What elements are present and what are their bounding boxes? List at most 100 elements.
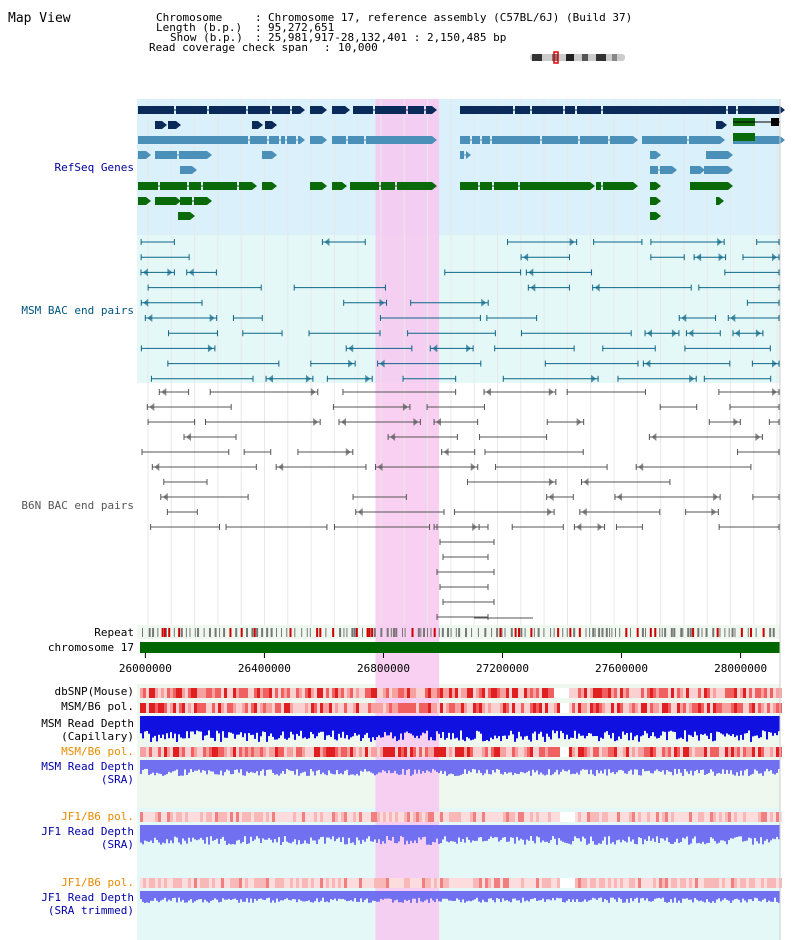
bac-end-arrow [594, 283, 600, 292]
jf1-read-depth-trim-bar [480, 891, 482, 903]
gene-exon [720, 182, 728, 190]
jf1-read-depth-sra-bar [462, 825, 464, 840]
chromosome-ideogram[interactable] [530, 51, 625, 64]
jf1-read-depth-trim-bar [462, 891, 464, 900]
jf1-read-depth-sra-bar [546, 825, 548, 842]
repeat-element [740, 628, 743, 637]
repeat-element [569, 628, 572, 637]
msm-b6-pol-2-cell [734, 747, 737, 757]
jf1-b6-pol-2-cell [275, 878, 278, 888]
msm-bac-track[interactable] [140, 238, 780, 383]
msm-read-depth-sra-bar [260, 760, 262, 772]
gene-exon [332, 106, 345, 114]
dbsnp-cell [206, 688, 209, 698]
jf1-b6-pol-cell [368, 812, 371, 822]
msm-b6-pol-cell [617, 703, 620, 713]
jf1-read-depth-trim-bar [154, 891, 156, 899]
jf1-read-depth-sra-bar [206, 825, 208, 838]
dbsnp-cell [311, 688, 314, 698]
jf1-b6-pol-2-cell [266, 878, 269, 888]
jf1-read-depth-sra-bar [180, 825, 182, 845]
jf1-b6-pol-cell [755, 812, 758, 822]
jf1-read-depth-trim-bar [490, 891, 492, 899]
msm-b6-pol-2-cell [458, 747, 461, 757]
jf1-b6-pol-2-cell [302, 878, 305, 888]
gene-exon [353, 106, 373, 114]
msm-read-depth-sra-bar [210, 760, 212, 772]
dbsnp-cell [656, 688, 659, 698]
b6n-bac-track[interactable] [141, 388, 780, 620]
repeat-element [654, 628, 657, 637]
svg-text::: : [255, 31, 262, 44]
jf1-read-depth-sra-bar [704, 825, 706, 845]
jf1-read-depth-sra-bar [766, 825, 768, 840]
bac-end-arrow [348, 344, 354, 353]
dbsnp-cell [173, 688, 176, 698]
jf1-read-depth-sra-bar [406, 825, 408, 841]
msm-read-depth-cap-bar [412, 716, 414, 736]
dbsnp-cell [698, 688, 701, 698]
repeat-element [371, 628, 374, 637]
msm-read-depth-cap-bar [682, 716, 684, 740]
jf1-b6-pol-cell [698, 812, 701, 822]
jf1-read-depth-trim-bar [258, 891, 260, 899]
msm-read-depth-cap-bar [442, 716, 444, 733]
dbsnp-cell [776, 688, 779, 698]
msm-b6-pol-cell [353, 703, 356, 713]
msm-read-depth-cap-bar [294, 716, 296, 740]
gene-exon [269, 136, 279, 144]
dbsnp-cell [140, 688, 143, 698]
msm-b6-pol-2-cell [767, 747, 770, 757]
jf1-b6-pol-cell [374, 812, 377, 822]
jf1-b6-pol-cell [773, 812, 776, 822]
msm-read-depth-sra-bar [608, 760, 610, 770]
msm-read-depth-cap-bar [726, 716, 728, 734]
jf1-b6-pol-2-cell [617, 878, 620, 888]
jf1-read-depth-trim-bar [594, 891, 596, 899]
msm-read-depth-sra-bar [538, 760, 540, 775]
jf1-b6-pol-2-cell [524, 878, 527, 888]
msm-read-depth-cap-bar [366, 716, 368, 733]
msm-read-depth-sra-bar [382, 760, 384, 771]
bac-end-arrow [147, 314, 153, 322]
jf1-b6-pol-cell [632, 812, 635, 822]
msm-read-depth-cap-bar [526, 716, 528, 736]
jf1-read-depth-sra-bar [142, 825, 144, 845]
msm-read-depth-cap-bar [636, 716, 638, 736]
msm-b6-pol-cell [449, 703, 452, 713]
gene-exon [690, 182, 720, 190]
jf1-read-depth-trim-bar [406, 891, 408, 901]
refseq-genes-track[interactable] [138, 106, 785, 220]
jf1-read-depth-sra-bar [612, 825, 614, 843]
jf1-read-depth-sra-bar [324, 825, 326, 844]
jf1-read-depth-trim-label-1: JF1 Read Depth [41, 891, 134, 904]
chromosome-bar[interactable] [140, 642, 780, 653]
gene-exon [580, 136, 586, 144]
jf1-read-depth-trim-bar [590, 891, 592, 900]
repeat-track[interactable] [142, 628, 775, 637]
jf1-read-depth-sra-bar [392, 825, 394, 837]
msm-b6-pol-cell [269, 703, 272, 713]
jf1-read-depth-trim-bar [328, 891, 330, 903]
gene-strand-arrow [342, 182, 347, 190]
gene-exon [155, 197, 161, 205]
jf1-b6-pol-cell [377, 812, 380, 822]
jf1-read-depth-sra-bar [356, 825, 358, 838]
jf1-read-depth-trim-bar [662, 891, 664, 898]
msm-read-depth-sra-bar [354, 760, 356, 776]
msm-b6-pol-2-cell [617, 747, 620, 757]
jf1-read-depth-sra-bar [254, 825, 256, 840]
msm-read-depth-sra-bar [684, 760, 686, 769]
jf1-read-depth-trim-bar [402, 891, 404, 903]
variation-tracks[interactable] [140, 688, 782, 903]
msm-read-depth-cap-bar [644, 716, 646, 731]
msm-read-depth-sra-bar [702, 760, 704, 770]
gene-exon [716, 121, 722, 129]
jf1-b6-pol-cell [545, 812, 548, 822]
jf1-b6-pol-cell [443, 812, 446, 822]
msm-read-depth-cap-bar [260, 716, 262, 737]
msm-b6-pol-2-cell [254, 747, 257, 757]
jf1-read-depth-sra-bar [702, 825, 704, 842]
msm-read-depth-sra-bar [710, 760, 712, 770]
